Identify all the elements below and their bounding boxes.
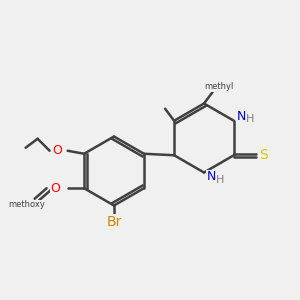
Text: Br: Br [106,215,122,229]
Text: N: N [237,110,246,123]
Text: methyl: methyl [204,82,234,91]
Text: O: O [51,182,61,195]
Text: N: N [207,170,216,184]
Text: H: H [216,175,225,185]
Text: S: S [260,148,268,162]
Text: O: O [52,144,62,157]
Text: H: H [246,114,255,124]
Text: methoxy: methoxy [9,200,46,209]
